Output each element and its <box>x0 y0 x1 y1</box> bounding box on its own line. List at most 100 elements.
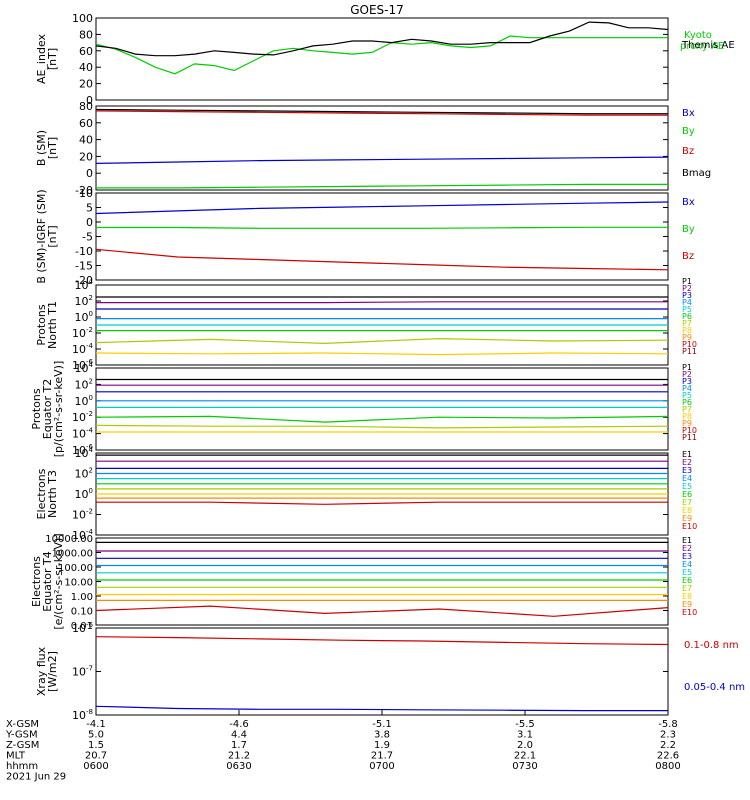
series-line-bz <box>95 248 669 271</box>
legend-entry: E5 <box>682 482 692 491</box>
legend-entry: E4 <box>682 474 692 483</box>
y-tick-label: 10-2 <box>72 410 93 424</box>
legend-entry: Kyoto proxy AE <box>680 30 724 52</box>
y-tick-label: 60 <box>79 117 93 130</box>
legend-entry: E9 <box>682 600 692 609</box>
legend-entry: P4 <box>682 384 692 393</box>
x-tick-value: -5.8 <box>658 719 678 730</box>
legend-entry: E10 <box>682 522 697 531</box>
x-tick-value: 5.0 <box>88 730 104 741</box>
y-tick-label: 5 <box>86 202 93 215</box>
series-line-p6 <box>95 415 669 423</box>
y-tick-label: 104 <box>75 278 94 292</box>
legend-entry: E9 <box>682 514 692 523</box>
legend-entry: P2 <box>682 284 692 293</box>
y-axis-label: Equator T2 <box>41 379 54 439</box>
y-axis-label: [W/m2] <box>46 651 59 692</box>
y-tick-label: 80 <box>79 100 93 113</box>
series-line-by <box>96 226 668 229</box>
x-tick-value: -5.1 <box>372 719 392 730</box>
series-line-p2 <box>96 301 668 304</box>
legend-entry: By <box>682 126 695 137</box>
y-axis-label: Protons <box>30 388 43 429</box>
y-tick-label: 10-2 <box>72 508 93 522</box>
legend-entry: E3 <box>682 466 692 475</box>
y-tick-label: 80 <box>79 28 93 41</box>
y-axis-label: [e/(cm²-s-sr-keV)] <box>52 533 65 629</box>
legend-entry: Bz <box>682 251 694 262</box>
y-axis-label: AE_index <box>35 33 48 84</box>
y-tick-label: 104 <box>75 361 94 375</box>
y-axis-label: [nT] <box>46 48 59 70</box>
y-tick-label: 1000.00 <box>52 549 93 560</box>
y-tick-label: 0 <box>86 216 93 229</box>
y-tick-label: 60 <box>79 45 93 58</box>
x-tick-value: 1.5 <box>88 740 104 751</box>
series-line-by <box>96 183 668 189</box>
x-tick-value: 0800 <box>655 761 680 772</box>
y-tick-label: 0.01 <box>71 621 93 632</box>
y-axis-label: B (SM)-IGRF (SM) <box>35 189 48 283</box>
legend-entry: E7 <box>682 498 692 507</box>
panel-1: 0 20 40 60 80 100 AE_index[nT] Kyoto proxy AEThe… <box>35 12 735 107</box>
legend-entry: P1 <box>682 363 692 372</box>
series-line-p8 <box>95 352 669 356</box>
legend-entry: E7 <box>682 584 692 593</box>
y-tick-label: -20 <box>75 184 93 197</box>
legend-entry: E8 <box>682 592 692 601</box>
y-tick-label: 100 <box>75 310 93 324</box>
y-tick-label: 10 <box>79 187 93 200</box>
x-tick-value: 2.2 <box>660 740 676 751</box>
legend-entry: Bx <box>682 108 695 119</box>
x-tick-value: 0600 <box>83 761 108 772</box>
y-axis-label: Xray flux <box>35 646 48 696</box>
x-tick-value: 0700 <box>369 761 394 772</box>
y-tick-label: 10-7 <box>72 665 93 679</box>
x-tick-value: -4.1 <box>86 719 106 730</box>
legend-entry: P10 <box>682 426 697 435</box>
plot-title: GOES-17 <box>350 3 404 17</box>
legend-entry: P8 <box>682 326 692 335</box>
legend-entry: E5 <box>682 568 692 577</box>
legend-entry: P10 <box>682 340 697 349</box>
panel-2: -20 0 20 40 60 80 B (SM)[nT] Bx By Bz Bmag <box>35 100 711 197</box>
y-tick-label: -15 <box>75 260 93 273</box>
y-tick-label: 10.00 <box>64 578 93 589</box>
y-tick-label: 10-4 <box>72 427 94 441</box>
series-line-p7 <box>95 337 669 345</box>
y-axis-label: North T1 <box>46 301 59 349</box>
x-tick-value: 1.9 <box>374 740 390 751</box>
x-tick-value: 3.1 <box>517 730 533 741</box>
x-tick-value: 21.7 <box>371 751 393 762</box>
x-tick-value: 0730 <box>512 761 537 772</box>
legend-entry: E2 <box>682 458 692 467</box>
y-tick-label: 102 <box>75 294 93 308</box>
x-row-label: hhmm <box>6 761 38 772</box>
y-tick-label: 10000.00 <box>45 534 93 545</box>
y-tick-label: 100 <box>75 394 93 408</box>
legend-entry: Bmag <box>682 168 711 179</box>
legend-entry: P8 <box>682 412 692 421</box>
y-axis-label: Electrons <box>35 468 48 519</box>
series-line-bz <box>95 110 668 116</box>
y-tick-label: 100.00 <box>58 563 93 574</box>
legend-entry: P7 <box>682 405 692 414</box>
series-line-kyoto-proxy-ae <box>95 35 668 75</box>
y-tick-label: 102 <box>75 377 93 391</box>
legend-entry: Bz <box>682 146 694 157</box>
y-tick-label: 40 <box>79 134 93 147</box>
panel-frame <box>95 17 669 101</box>
panel-frame <box>95 105 669 191</box>
legend-entry: P9 <box>682 333 692 342</box>
legend-entry: P3 <box>682 377 692 386</box>
y-axis-label: [nT] <box>46 225 59 247</box>
series-line-themis-ae <box>95 21 669 57</box>
x-tick-value: 1.7 <box>231 740 247 751</box>
x-row-label: X-GSM <box>6 719 39 730</box>
series-line-bmag <box>95 108 668 115</box>
